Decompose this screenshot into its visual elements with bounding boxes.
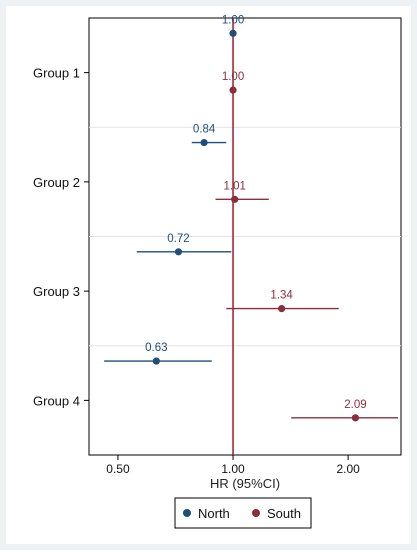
group-separators (89, 126, 401, 347)
point-north (200, 138, 208, 147)
point-south (229, 86, 237, 94)
point-south (231, 195, 239, 203)
point-south (278, 305, 286, 313)
legend-label-north: North (198, 506, 230, 521)
data-label-north: 0.72 (167, 233, 189, 245)
x-tick-label: 2.00 (336, 462, 360, 476)
y-axis: Group 1 Group 2 Group 3 Group 4 (33, 66, 89, 408)
y-tick-label: Group 3 (33, 284, 80, 299)
point-south (351, 414, 360, 422)
data-label-south: 1.00 (222, 71, 244, 83)
chart-marks: 1.00 0.84 0.72 0.63 1.00 1.01 1.34 2.09 (104, 14, 398, 422)
legend-marker-north (183, 509, 191, 517)
data-label-south: 1.34 (270, 290, 293, 302)
point-north (174, 248, 183, 256)
data-label-south: 1.01 (223, 180, 245, 192)
y-tick-label: Group 4 (33, 393, 80, 408)
legend: North South (174, 497, 312, 529)
legend-box (174, 497, 312, 529)
point-north (152, 357, 160, 365)
legend-marker-south (252, 509, 260, 517)
x-axis: 0.50 1.00 2.00 (106, 455, 360, 476)
y-tick-label: Group 1 (33, 66, 80, 81)
x-axis-label: HR (95%CI) (210, 476, 280, 491)
data-label-north: 1.00 (222, 14, 244, 26)
legend-label-south: South (267, 506, 301, 521)
x-tick-label: 0.50 (106, 462, 130, 476)
data-label-north: 0.84 (193, 124, 216, 136)
data-label-south: 2.09 (344, 399, 366, 411)
point-north (229, 29, 237, 37)
data-label-north: 0.63 (145, 342, 167, 354)
y-tick-label: Group 2 (33, 175, 80, 190)
x-tick-label: 1.00 (221, 462, 245, 476)
